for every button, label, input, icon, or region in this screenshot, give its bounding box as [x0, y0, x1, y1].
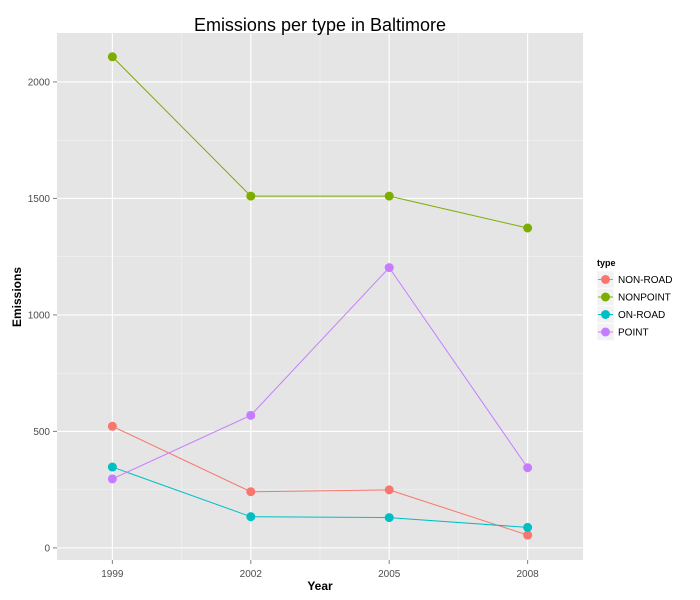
- data-point-on-road: [107, 462, 117, 472]
- x-tick-label: 2002: [240, 569, 263, 580]
- legend-label: POINT: [618, 328, 649, 339]
- data-point-point: [523, 463, 533, 473]
- y-axis-title: Emissions: [10, 267, 24, 327]
- legend-key-point: [601, 327, 610, 337]
- data-point-nonpoint: [384, 191, 394, 201]
- series-lines: [112, 56, 529, 536]
- x-tick-label: 2005: [378, 569, 401, 580]
- series-line-non-road: [112, 425, 528, 536]
- chart-title: Emissions per type in Baltimore: [194, 15, 446, 35]
- y-tick-label: 500: [33, 427, 50, 438]
- data-point-point: [107, 474, 117, 484]
- data-point-on-road: [523, 522, 533, 532]
- y-tick-label: 1500: [28, 194, 51, 205]
- data-point-non-road: [384, 485, 394, 495]
- series-points: [107, 52, 533, 540]
- legend-label: NON-ROAD: [618, 275, 672, 286]
- legend-label: NONPOINT: [618, 293, 671, 304]
- x-axis-ticks: 1999 2002 2005 2008: [101, 560, 539, 580]
- legend-title: type: [597, 258, 616, 268]
- y-tick-label: 1000: [28, 310, 51, 321]
- data-point-point: [246, 410, 256, 420]
- data-point-non-road: [107, 421, 117, 431]
- data-point-on-road: [246, 512, 256, 522]
- legend-label: ON-ROAD: [618, 310, 665, 321]
- data-point-nonpoint: [523, 223, 533, 233]
- legend: type NON-ROAD NONPOINT ON-ROAD POINT: [596, 258, 672, 341]
- y-tick-label: 2000: [28, 77, 51, 88]
- x-tick-label: 1999: [101, 569, 124, 580]
- data-point-non-road: [246, 487, 256, 497]
- series-line-on-road: [112, 466, 528, 528]
- data-point-nonpoint: [246, 191, 256, 201]
- data-point-point: [384, 263, 394, 273]
- minor-gridlines: [57, 33, 583, 560]
- legend-item-non-road: NON-ROAD: [596, 270, 672, 289]
- data-point-non-road: [523, 530, 533, 540]
- x-axis-title: Year: [307, 579, 333, 593]
- legend-item-nonpoint: NONPOINT: [596, 288, 671, 306]
- data-point-nonpoint: [107, 52, 117, 62]
- y-axis-ticks: 0 500 1000 1500 2000: [28, 77, 57, 554]
- legend-items: NON-ROAD NONPOINT ON-ROAD POINT: [596, 270, 672, 341]
- y-tick-label: 0: [44, 543, 50, 554]
- x-tick-label: 2008: [517, 569, 540, 580]
- legend-item-on-road: ON-ROAD: [596, 305, 665, 324]
- series-line-point: [112, 266, 529, 480]
- legend-item-point: POINT: [596, 323, 649, 341]
- legend-key-point: [601, 292, 610, 302]
- legend-key-point: [601, 310, 610, 319]
- data-point-on-road: [384, 513, 394, 523]
- series-line-nonpoint: [112, 56, 528, 229]
- legend-key-point: [601, 275, 610, 284]
